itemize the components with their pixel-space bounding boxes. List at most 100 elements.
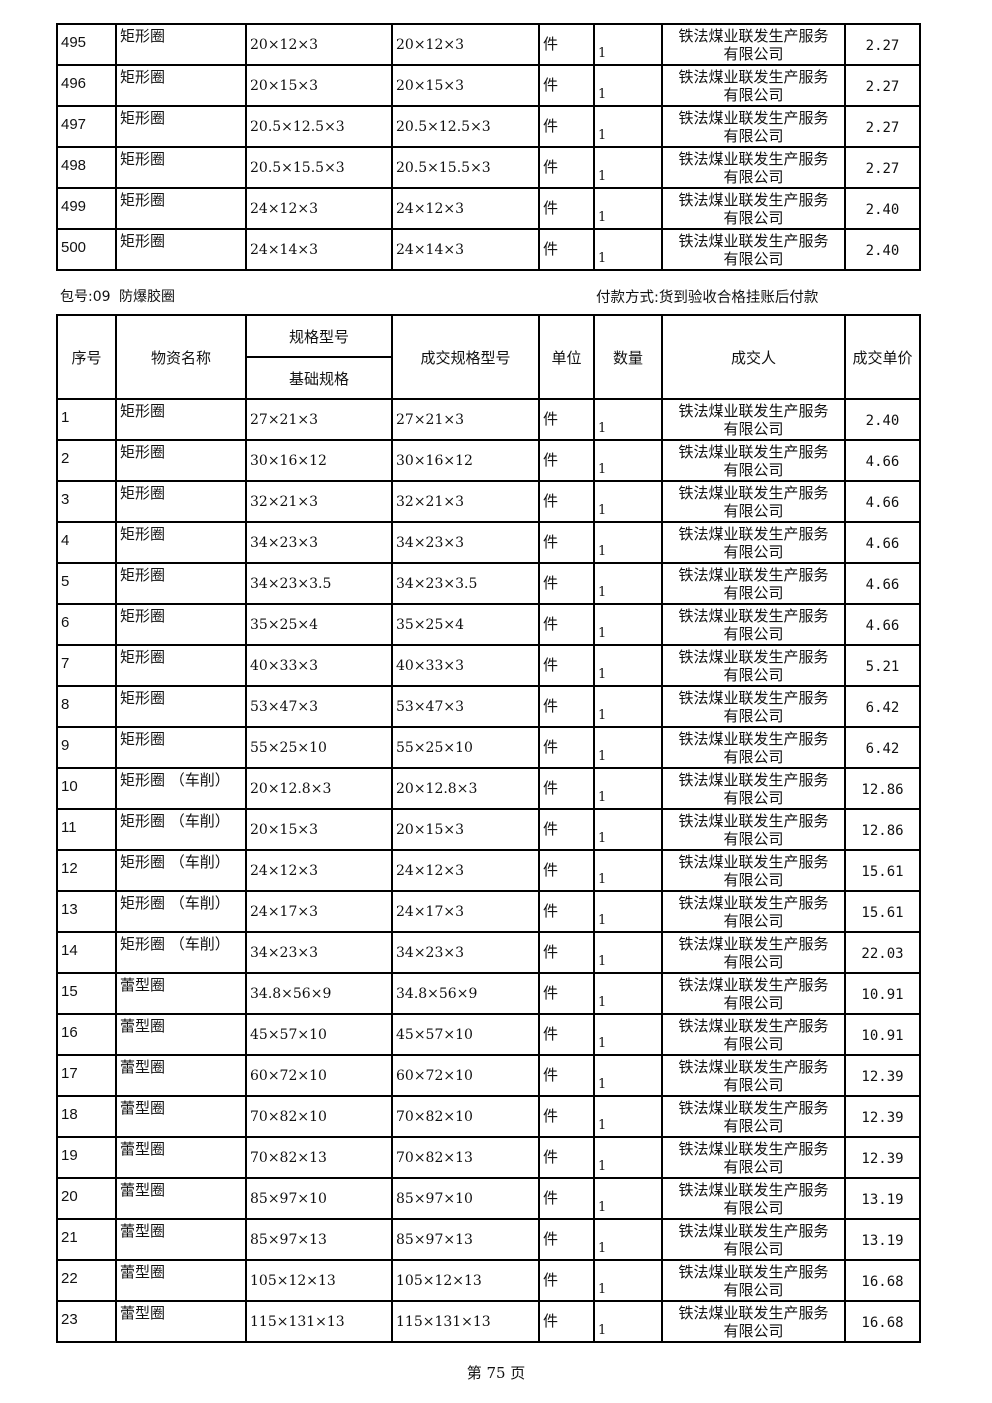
cell-vendor: 铁法煤业联发生产服务有限公司 — [661, 562, 846, 605]
table-row: 12 矩形圈 （车削） 24×12×3 24×12×3 件 1 铁法煤业联发生产服务有限公司… — [56, 849, 921, 892]
spec-text: 70×82×10 — [250, 1109, 327, 1125]
header-spec-group: 规格型号 — [245, 314, 393, 358]
cell-unit: 件 — [538, 1136, 595, 1179]
vendor-text: 铁法煤业联发生产服务有限公司 — [678, 729, 829, 766]
qty-text: 1 — [598, 421, 607, 436]
cell-seq: 498 — [56, 146, 117, 189]
cell-seq: 1 — [56, 398, 117, 441]
vendor-text: 铁法煤业联发生产服务有限公司 — [678, 934, 829, 971]
cell-spec: 20×12×3 — [245, 23, 393, 66]
cell-name: 矩形圈 （车削） — [115, 808, 247, 851]
unit-text: 件 — [543, 984, 559, 1002]
name-text: 矩形圈 （车削） — [120, 894, 230, 912]
cell-qty: 1 — [593, 685, 663, 728]
cell-price: 12.86 — [844, 767, 921, 810]
items-table: 序号 物资名称 规格型号 成交规格型号 单位 数量 成交人 成交单价 基础规格 … — [56, 314, 921, 1343]
cell-name: 矩形圈 — [115, 64, 247, 107]
deal-spec-text: 70×82×10 — [396, 1109, 473, 1125]
cell-unit: 件 — [538, 562, 595, 605]
cell-price: 2.27 — [844, 146, 921, 189]
cell-unit: 件 — [538, 480, 595, 523]
cell-unit: 件 — [538, 972, 595, 1015]
cell-vendor: 铁法煤业联发生产服务有限公司 — [661, 767, 846, 810]
qty-text: 1 — [598, 1036, 607, 1051]
seq-text: 11 — [61, 819, 77, 836]
seq-text: 18 — [61, 1106, 78, 1123]
cell-seq: 18 — [56, 1095, 117, 1138]
cell-seq: 14 — [56, 931, 117, 974]
vendor-text: 铁法煤业联发生产服务有限公司 — [678, 975, 829, 1012]
cell-name: 蕾型圈 — [115, 972, 247, 1015]
cell-price: 12.86 — [844, 808, 921, 851]
spec-text: 24×12×3 — [250, 863, 318, 879]
table-row: 16 蕾型圈 45×57×10 45×57×10 件 1 铁法煤业联发生产服务有限公司 10.… — [56, 1013, 921, 1056]
deal-spec-text: 105×12×13 — [396, 1273, 482, 1289]
name-text: 蕾型圈 — [120, 1140, 166, 1158]
header-spec: 基础规格 — [245, 356, 393, 400]
cell-price: 13.19 — [844, 1218, 921, 1261]
cell-spec: 24×12×3 — [245, 187, 393, 230]
seq-text: 15 — [61, 983, 78, 1000]
cell-unit: 件 — [538, 644, 595, 687]
price-text: 5.21 — [865, 659, 900, 675]
vendor-text: 铁法煤业联发生产服务有限公司 — [678, 852, 829, 889]
cell-qty: 1 — [593, 228, 663, 271]
cell-price: 12.39 — [844, 1054, 921, 1097]
cell-deal-spec: 30×16×12 — [391, 439, 540, 482]
cell-spec: 70×82×13 — [245, 1136, 393, 1179]
vendor-text: 铁法煤业联发生产服务有限公司 — [678, 67, 829, 104]
cell-qty: 1 — [593, 849, 663, 892]
price-text: 16.68 — [861, 1315, 904, 1331]
name-text: 蕾型圈 — [120, 1222, 166, 1240]
price-text: 2.27 — [865, 38, 900, 54]
unit-text: 件 — [543, 410, 559, 428]
vendor-text: 铁法煤业联发生产服务有限公司 — [678, 231, 829, 268]
price-text: 6.42 — [865, 700, 900, 716]
spec-text: 85×97×10 — [250, 1191, 327, 1207]
vendor-text: 铁法煤业联发生产服务有限公司 — [678, 1016, 829, 1053]
cell-deal-spec: 32×21×3 — [391, 480, 540, 523]
cell-name: 蕾型圈 — [115, 1177, 247, 1220]
cell-price: 12.39 — [844, 1095, 921, 1138]
deal-spec-text: 70×82×13 — [396, 1150, 473, 1166]
unit-text: 件 — [543, 158, 559, 176]
cell-qty: 1 — [593, 1259, 663, 1302]
seq-text: 14 — [61, 942, 78, 959]
seq-text: 497 — [61, 116, 87, 133]
spec-text: 32×21×3 — [250, 494, 318, 510]
unit-text: 件 — [543, 199, 559, 217]
cell-spec: 27×21×3 — [245, 398, 393, 441]
vendor-text: 铁法煤业联发生产服务有限公司 — [678, 647, 829, 684]
cell-qty: 1 — [593, 398, 663, 441]
unit-text: 件 — [543, 533, 559, 551]
price-text: 22.03 — [861, 946, 904, 962]
seq-text: 20 — [61, 1188, 78, 1205]
table-row: 496 矩形圈 20×15×3 20×15×3 件 1 铁法煤业联发生产服务有限公司 2.27 — [56, 64, 921, 107]
cell-price: 10.91 — [844, 972, 921, 1015]
deal-spec-text: 24×14×3 — [396, 242, 464, 258]
unit-text: 件 — [543, 117, 559, 135]
table-row: 495 矩形圈 20×12×3 20×12×3 件 1 铁法煤业联发生产服务有限公司 2.27 — [56, 23, 921, 66]
items-table-continued: 495 矩形圈 20×12×3 20×12×3 件 1 铁法煤业联发生产服务有限公司 2.27… — [56, 23, 921, 271]
cell-name: 矩形圈 — [115, 685, 247, 728]
seq-text: 4 — [61, 532, 70, 549]
name-text: 矩形圈 — [120, 689, 166, 707]
qty-text: 1 — [598, 503, 607, 518]
seq-text: 21 — [61, 1229, 78, 1246]
cell-price: 4.66 — [844, 603, 921, 646]
cell-price: 6.42 — [844, 726, 921, 769]
seq-text: 496 — [61, 75, 87, 92]
cell-seq: 11 — [56, 808, 117, 851]
cell-seq: 23 — [56, 1300, 117, 1343]
cell-vendor: 铁法煤业联发生产服务有限公司 — [661, 105, 846, 148]
cell-name: 矩形圈 — [115, 726, 247, 769]
cell-vendor: 铁法煤业联发生产服务有限公司 — [661, 1013, 846, 1056]
table-row: 1 矩形圈 27×21×3 27×21×3 件 1 铁法煤业联发生产服务有限公司 2.40 — [56, 398, 921, 441]
price-text: 10.91 — [861, 987, 904, 1003]
vendor-text: 铁法煤业联发生产服务有限公司 — [678, 565, 829, 602]
cell-price: 16.68 — [844, 1259, 921, 1302]
cell-qty: 1 — [593, 1300, 663, 1343]
header-vendor: 成交人 — [661, 314, 846, 400]
unit-text: 件 — [543, 1189, 559, 1207]
price-text: 13.19 — [861, 1233, 904, 1249]
